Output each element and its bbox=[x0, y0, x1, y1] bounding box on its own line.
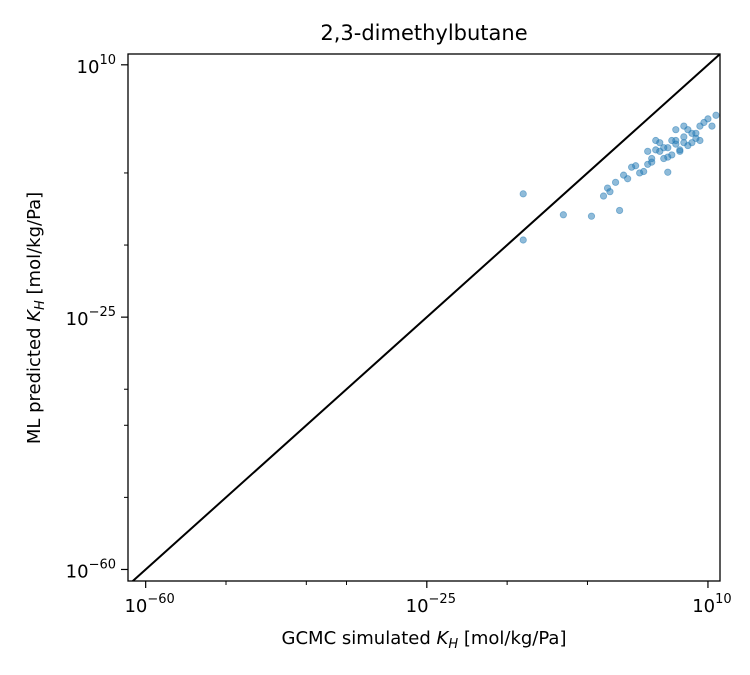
x-tick-label-exponent: −25 bbox=[429, 592, 456, 607]
data-point-38 bbox=[677, 147, 683, 153]
data-point-50 bbox=[665, 154, 671, 160]
data-point-0 bbox=[520, 191, 526, 197]
y-axis-label-unit: [mol/kg/Pa] bbox=[24, 192, 45, 300]
data-point-2 bbox=[560, 212, 566, 218]
y-tick-label-exponent: −25 bbox=[89, 305, 116, 320]
data-point-6 bbox=[607, 189, 613, 195]
x-axis-label-unit: [mol/kg/Pa] bbox=[458, 628, 566, 649]
y-tick-label-base: 10 bbox=[77, 57, 100, 78]
data-point-12 bbox=[632, 163, 638, 169]
y-tick-label-exponent: −60 bbox=[89, 557, 116, 572]
x-axis-label: GCMC simulated KH [mol/kg/Pa] bbox=[282, 628, 567, 652]
data-point-3 bbox=[588, 213, 594, 219]
data-point-49 bbox=[649, 155, 655, 161]
x-tick-label-base: 10 bbox=[692, 596, 715, 617]
data-point-7 bbox=[612, 179, 618, 185]
data-point-10 bbox=[624, 176, 630, 182]
data-point-8 bbox=[616, 207, 622, 213]
y-tick-label-exponent: 10 bbox=[99, 53, 116, 68]
data-point-32 bbox=[645, 148, 651, 154]
data-point-37 bbox=[673, 137, 679, 143]
y-axis-label: ML predicted KH [mol/kg/Pa] bbox=[24, 192, 48, 444]
data-point-21 bbox=[665, 169, 671, 175]
data-point-44 bbox=[705, 116, 711, 122]
data-point-47 bbox=[681, 123, 687, 129]
chart-title: 2,3-dimethylbutane bbox=[320, 21, 527, 45]
data-point-45 bbox=[713, 112, 719, 118]
y-axis-label-main: ML predicted bbox=[24, 322, 45, 444]
data-point-48 bbox=[673, 127, 679, 133]
x-tick-label-exponent: 10 bbox=[715, 592, 732, 607]
data-point-29 bbox=[709, 123, 715, 129]
x-tick-label-base: 10 bbox=[124, 596, 147, 617]
data-point-35 bbox=[661, 145, 667, 151]
data-point-4 bbox=[600, 193, 606, 199]
x-axis-label-main: GCMC simulated bbox=[282, 628, 437, 649]
x-tick-label-base: 10 bbox=[406, 596, 429, 617]
x-axis-label-sub: H bbox=[448, 637, 458, 652]
data-point-14 bbox=[640, 168, 646, 174]
y-tick-label-base: 10 bbox=[66, 561, 89, 582]
y-axis-label-sub: H bbox=[33, 300, 48, 310]
data-point-1 bbox=[520, 237, 526, 243]
x-tick-label-exponent: −60 bbox=[147, 592, 174, 607]
y-tick-label-base: 10 bbox=[66, 309, 89, 330]
data-point-51 bbox=[693, 135, 699, 141]
